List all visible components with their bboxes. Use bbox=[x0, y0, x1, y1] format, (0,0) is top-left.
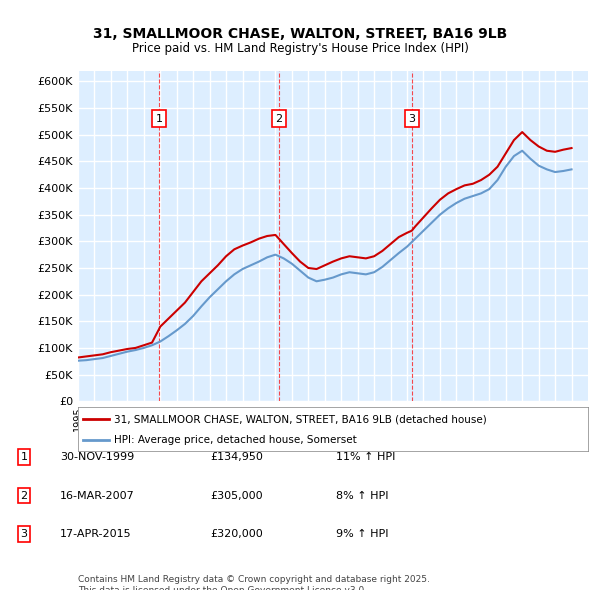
Text: 2: 2 bbox=[20, 491, 28, 500]
Text: 2: 2 bbox=[275, 114, 283, 124]
Text: Contains HM Land Registry data © Crown copyright and database right 2025.
This d: Contains HM Land Registry data © Crown c… bbox=[78, 575, 430, 590]
Text: Price paid vs. HM Land Registry's House Price Index (HPI): Price paid vs. HM Land Registry's House … bbox=[131, 42, 469, 55]
Text: £320,000: £320,000 bbox=[210, 529, 263, 539]
Text: £134,950: £134,950 bbox=[210, 453, 263, 462]
Text: HPI: Average price, detached house, Somerset: HPI: Average price, detached house, Some… bbox=[114, 435, 356, 445]
Text: 8% ↑ HPI: 8% ↑ HPI bbox=[336, 491, 389, 500]
Text: 1: 1 bbox=[155, 114, 163, 124]
Text: 1: 1 bbox=[20, 453, 28, 462]
Text: 30-NOV-1999: 30-NOV-1999 bbox=[60, 453, 134, 462]
Text: £305,000: £305,000 bbox=[210, 491, 263, 500]
Text: 3: 3 bbox=[409, 114, 415, 124]
Text: 3: 3 bbox=[20, 529, 28, 539]
Text: 16-MAR-2007: 16-MAR-2007 bbox=[60, 491, 135, 500]
Text: 17-APR-2015: 17-APR-2015 bbox=[60, 529, 131, 539]
Text: 31, SMALLMOOR CHASE, WALTON, STREET, BA16 9LB: 31, SMALLMOOR CHASE, WALTON, STREET, BA1… bbox=[93, 27, 507, 41]
Text: 31, SMALLMOOR CHASE, WALTON, STREET, BA16 9LB (detached house): 31, SMALLMOOR CHASE, WALTON, STREET, BA1… bbox=[114, 415, 487, 424]
Text: 11% ↑ HPI: 11% ↑ HPI bbox=[336, 453, 395, 462]
Text: 9% ↑ HPI: 9% ↑ HPI bbox=[336, 529, 389, 539]
